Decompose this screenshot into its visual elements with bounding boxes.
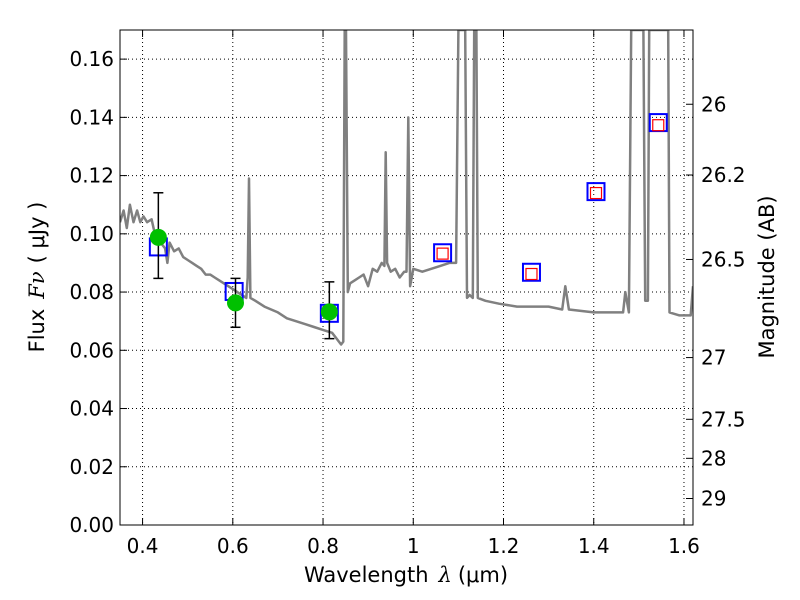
x-tick-label: 0.6	[217, 534, 249, 558]
sed-model-line	[120, 30, 693, 346]
y2-axis-label: Magnitude (AB)	[755, 195, 779, 358]
grid-lines	[120, 30, 693, 526]
y-tick-label: 0.04	[69, 397, 114, 421]
observed-flux-point	[227, 294, 245, 312]
y-tick-label: 0.14	[69, 105, 114, 129]
x-tick-label: 1	[407, 534, 420, 558]
x-axis-label: Wavelength λ (μm)	[304, 563, 508, 587]
x-tick-label: 1.2	[488, 534, 520, 558]
mag-tick-label: 28	[701, 446, 726, 470]
upper-limit-point	[436, 247, 449, 260]
x-tick-label: 1.6	[668, 534, 700, 558]
y-tick-label: 0.06	[69, 338, 114, 362]
observed-flux-point	[149, 228, 167, 246]
observed-flux-point	[320, 303, 338, 321]
mag-tick-label: 27	[701, 346, 726, 370]
x-tick-label: 1.4	[578, 534, 610, 558]
y-tick-label: 0.02	[69, 455, 114, 479]
y-tick-label: 0.12	[69, 164, 114, 188]
upper-limit-point	[525, 267, 538, 281]
axis-ticks: 0.4 0.6 0.8 1 1.2 1.4 1.6 0.00 0.02 0.04 0.06 0.08 0…	[69, 30, 746, 558]
upper-limit-point	[652, 119, 665, 132]
y-tick-label: 0.10	[69, 222, 114, 246]
mag-tick-label: 26.2	[701, 163, 746, 187]
mag-tick-label: 29	[701, 487, 726, 511]
y-tick-label: 0.16	[69, 47, 114, 71]
upper-limit-point	[589, 186, 603, 200]
y-axis-label: FluxFν( μJy )	[25, 202, 49, 353]
model-photometry-point	[433, 243, 453, 263]
y-tick-label: 0.08	[69, 280, 114, 304]
plot-frame	[119, 29, 694, 526]
mag-tick-label: 27.5	[701, 407, 746, 431]
mag-tick-label: 26	[701, 92, 726, 116]
mag-tick-label: 26.5	[701, 247, 746, 271]
model-photometry-point	[586, 182, 606, 202]
y-tick-label: 0.00	[69, 513, 114, 537]
series-layer	[120, 30, 693, 346]
x-tick-label: 0.8	[307, 534, 339, 558]
model-photometry-point	[521, 262, 541, 282]
x-tick-label: 0.4	[127, 534, 159, 558]
